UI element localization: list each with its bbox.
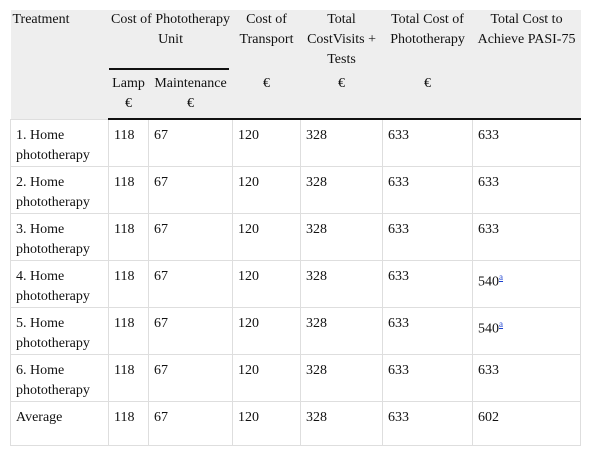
cell: 633: [382, 118, 474, 167]
cell: 633: [472, 165, 582, 214]
currency: €: [125, 96, 132, 111]
table-row: 5. Home phototherapy 118 67 120 328 633 540a: [10, 306, 582, 355]
table-wrap: Treatment Cost of Phototherapy Unit Cost…: [10, 10, 582, 446]
row-label: 4. Home phototherapy: [10, 259, 109, 308]
header-cell: Maintenance €: [148, 70, 233, 120]
cell: 67: [147, 306, 234, 355]
cell-value: 540: [478, 274, 500, 290]
footnote-link[interactable]: a: [499, 271, 504, 282]
cell: 633: [382, 165, 474, 214]
cell: 328: [300, 212, 384, 261]
table-row: Average 118 67 120 328 633 602: [10, 400, 582, 446]
cell: 328: [300, 306, 384, 355]
currency: €: [424, 76, 432, 91]
cell: 67: [147, 118, 234, 167]
cell: 120: [232, 165, 302, 214]
row-label: 5. Home phototherapy: [10, 306, 109, 355]
cell: 120: [232, 118, 302, 167]
header-row: Treatment Cost of Phototherapy Unit Cost…: [10, 10, 581, 120]
cell: 633: [382, 259, 474, 308]
cell: 328: [300, 118, 384, 167]
header-text: Lamp: [112, 76, 145, 91]
cell: 120: [232, 400, 302, 446]
currency: €: [263, 76, 271, 91]
header-text: Maintenance: [154, 76, 227, 91]
table-row: 3. Home phototherapy 118 67 120 328 633 633: [10, 212, 582, 261]
header-cell: Cost of Phototherapy Unit: [108, 10, 233, 70]
cell: 67: [147, 353, 234, 402]
header-row: Lamp € Maintenance € € € €: [11, 70, 581, 120]
cell: 118: [108, 118, 149, 167]
cell: 633: [382, 400, 474, 446]
cost-table: Treatment Cost of Phototherapy Unit Cost…: [10, 10, 582, 446]
header-cell: Total Cost to Achieve PASI-75: [472, 10, 581, 120]
cell: 67: [147, 259, 234, 308]
currency: €: [338, 76, 346, 91]
row-label: 6. Home phototherapy: [10, 353, 109, 402]
cell: 633: [472, 118, 582, 167]
cell: 540a: [472, 259, 582, 308]
header-cell: Treatment: [10, 10, 109, 119]
header-cell: Total Cost of Phototherapy: [382, 10, 473, 70]
header-cell: Total CostVisits + Tests: [300, 10, 383, 70]
footnote-mark: a: [499, 270, 503, 283]
row-label: 1. Home phototherapy: [10, 118, 109, 167]
table-body: 1. Home phototherapy 118 67 120 328 633 633 2. …: [10, 118, 582, 446]
cell: 120: [232, 212, 302, 261]
header-cell: €: [382, 70, 473, 120]
cell: 118: [108, 259, 149, 308]
cell: 540a: [472, 306, 582, 355]
cell: 118: [108, 306, 149, 355]
table-row: 6. Home phototherapy 118 67 120 328 633 633: [10, 353, 582, 402]
header-cell: €: [300, 70, 383, 120]
cell: 67: [147, 165, 234, 214]
header-cell: €: [232, 70, 301, 120]
cell: 602: [472, 400, 582, 446]
cell: 120: [232, 259, 302, 308]
cell: 120: [232, 353, 302, 402]
cell: 118: [108, 353, 149, 402]
cell: 118: [108, 400, 149, 446]
table-row: 4. Home phototherapy 118 67 120 328 633 540a: [10, 259, 582, 308]
table-row: 1. Home phototherapy 118 67 120 328 633 633: [10, 118, 582, 167]
header-cell: Cost of Transport: [232, 10, 301, 70]
cell: 328: [300, 400, 384, 446]
table-head: Treatment Cost of Phototherapy Unit Cost…: [10, 10, 581, 120]
footnote-mark: a: [499, 317, 503, 330]
cell: 633: [472, 353, 582, 402]
cell: 633: [382, 353, 474, 402]
cell: 328: [300, 259, 384, 308]
cell: 633: [382, 212, 474, 261]
cell: 633: [472, 212, 582, 261]
footnote-link[interactable]: a: [499, 318, 504, 329]
cell: 67: [147, 212, 234, 261]
cell: 633: [382, 306, 474, 355]
cell: 328: [300, 353, 384, 402]
row-label: Average: [10, 400, 109, 446]
cell: 67: [147, 400, 234, 446]
cell: 118: [108, 212, 149, 261]
cell: 120: [232, 306, 302, 355]
header-cell: Lamp €: [108, 70, 149, 120]
table-row: 2. Home phototherapy 118 67 120 328 633 633: [10, 165, 582, 214]
row-label: 2. Home phototherapy: [10, 165, 109, 214]
row-label: 3. Home phototherapy: [10, 212, 109, 261]
cell: 328: [300, 165, 384, 214]
cell: 118: [108, 165, 149, 214]
cell-value: 540: [478, 321, 500, 337]
currency: €: [187, 96, 194, 111]
